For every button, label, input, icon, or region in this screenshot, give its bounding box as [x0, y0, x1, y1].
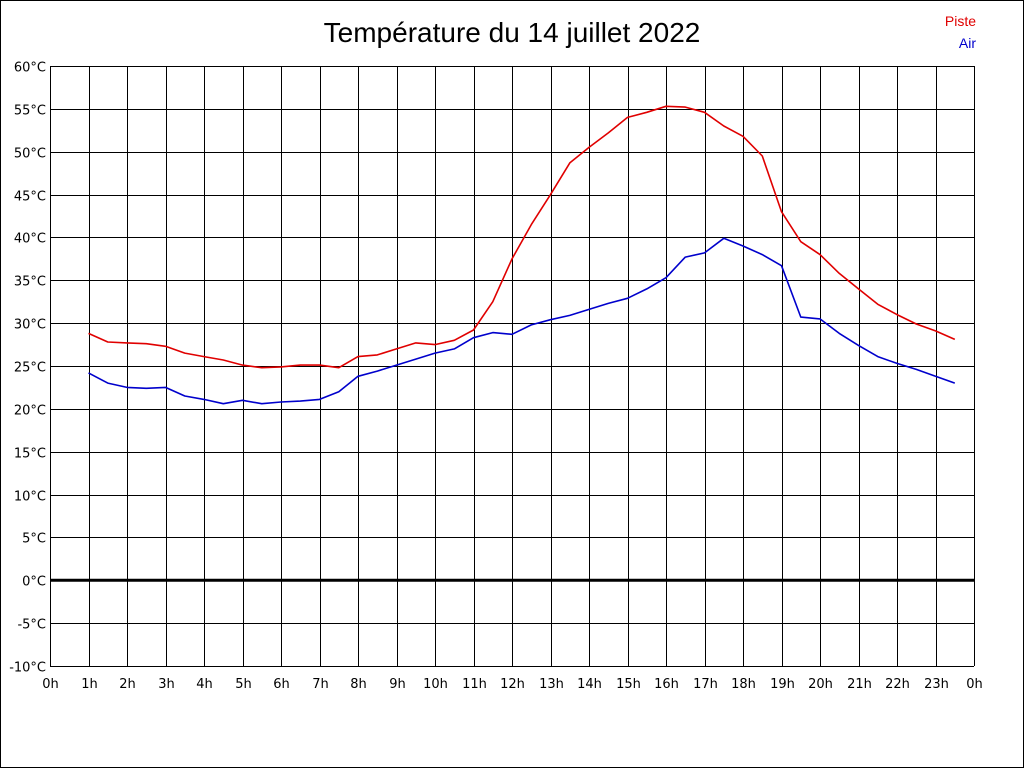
x-tick-label: 17h	[693, 677, 718, 692]
x-tick-label: 0h	[42, 677, 59, 692]
x-tick-label: 7h	[312, 677, 329, 692]
series-line-air	[88, 237, 956, 405]
y-tick-label: 55°C	[14, 104, 46, 119]
tick-labels: 0h 1h 2h 3h 4h 5h 6h 7h 8h 9h 10h 11h 12h 13h 14h 15h 16…	[9, 61, 983, 693]
x-tick-label: 2h	[119, 677, 136, 692]
y-tick-label: 20°C	[14, 404, 46, 419]
x-tick-label: 6h	[273, 677, 290, 692]
x-tick-label: 9h	[389, 677, 406, 692]
y-tick-label: 15°C	[14, 447, 46, 462]
x-tick-label: 4h	[196, 677, 213, 692]
x-tick-label: 21h	[847, 677, 872, 692]
x-tick-label: 11h	[462, 677, 487, 692]
legend-entry-piste: Piste	[944, 13, 976, 29]
y-tick-label: 45°C	[14, 190, 46, 205]
x-tick-label: 13h	[539, 677, 564, 692]
y-tick-label: 10°C	[14, 490, 46, 505]
x-tick-label: 22h	[885, 677, 910, 692]
y-tick-label: 30°C	[14, 318, 46, 333]
x-tick-label: 23h	[924, 677, 949, 692]
series-line-piste	[88, 105, 956, 369]
x-tick-label: 3h	[158, 677, 175, 692]
y-tick-label: -10°C	[9, 661, 46, 676]
x-tick-label: 19h	[770, 677, 795, 692]
x-tick-label: 20h	[808, 677, 833, 692]
x-tick-label: 5h	[235, 677, 252, 692]
series-layer	[88, 105, 956, 405]
legend-entry-air: Air	[958, 35, 976, 51]
y-tick-label: 25°C	[14, 361, 46, 376]
y-tick-label: 5°C	[22, 532, 46, 547]
y-tick-label: 0°C	[22, 575, 46, 590]
x-tick-label: 18h	[731, 677, 756, 692]
y-tick-label: 60°C	[14, 61, 46, 76]
x-tick-label: 12h	[500, 677, 525, 692]
x-tick-label: 16h	[654, 677, 679, 692]
grid	[50, 66, 975, 667]
x-tick-label: 8h	[350, 677, 367, 692]
chart-title: Température du 14 juillet 2022	[323, 17, 701, 48]
y-tick-label: -5°C	[17, 618, 46, 633]
y-tick-label: 35°C	[14, 275, 46, 290]
x-tick-label: 14h	[577, 677, 602, 692]
x-tick-label: 0h	[966, 677, 983, 692]
y-tick-label: 40°C	[14, 232, 46, 247]
x-tick-label: 15h	[616, 677, 641, 692]
x-tick-label: 1h	[81, 677, 98, 692]
x-tick-label: 10h	[423, 677, 448, 692]
y-tick-label: 50°C	[14, 147, 46, 162]
